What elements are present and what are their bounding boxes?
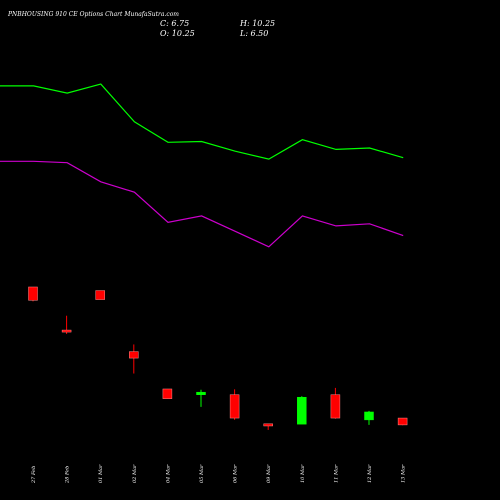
candle bbox=[263, 423, 273, 430]
indicator-lines bbox=[0, 83, 404, 248]
candle bbox=[28, 286, 38, 302]
x-tick-label: 12 Mar bbox=[367, 464, 373, 483]
candle-body bbox=[95, 290, 105, 300]
candle bbox=[162, 388, 173, 399]
candle bbox=[95, 290, 105, 300]
open-label: O: 10.25 bbox=[160, 29, 195, 38]
candle bbox=[397, 417, 408, 426]
candle-body bbox=[364, 411, 374, 421]
candle bbox=[364, 410, 374, 425]
indicator-line-2 bbox=[0, 160, 404, 248]
candle-body bbox=[330, 394, 341, 419]
close-label: C: 6.75 bbox=[160, 19, 189, 28]
candle-body bbox=[263, 423, 273, 427]
low-label: L: 6.50 bbox=[239, 29, 268, 38]
candle-body bbox=[162, 388, 173, 399]
high-label: H: 10.25 bbox=[239, 19, 275, 28]
candle bbox=[129, 344, 139, 374]
chart-title: PNBHOUSING 910 CE Options Chart MunafaSu… bbox=[7, 11, 179, 18]
x-tick-label: 27 Feb bbox=[31, 466, 37, 484]
x-tick-label: 05 Mar bbox=[199, 464, 205, 483]
candle-body bbox=[397, 417, 408, 426]
x-tick-label: 13 Mar bbox=[401, 464, 407, 483]
x-tick-label: 28 Feb bbox=[65, 466, 71, 484]
candle bbox=[61, 315, 72, 335]
x-tick-label: 10 Mar bbox=[300, 464, 306, 483]
candle-body bbox=[61, 329, 72, 333]
x-tick-label: 02 Mar bbox=[132, 464, 138, 483]
x-tick-label: 04 Mar bbox=[165, 464, 171, 483]
candlesticks bbox=[28, 286, 408, 430]
indicator-line-1 bbox=[0, 83, 404, 160]
candle-body bbox=[196, 391, 206, 395]
x-tick-label: 06 Mar bbox=[233, 464, 239, 483]
x-tick-label: 11 Mar bbox=[333, 464, 339, 483]
candle-body bbox=[129, 351, 139, 359]
x-tick-label: 09 Mar bbox=[266, 464, 272, 483]
candle bbox=[330, 387, 341, 419]
x-tick-label: 01 Mar bbox=[98, 464, 104, 483]
x-axis-ticks: 27 Feb 28 Feb 01 Mar 02 Mar 04 Mar 05 Mar 06 M… bbox=[31, 464, 407, 484]
candle-body bbox=[297, 396, 307, 425]
candle bbox=[297, 396, 307, 425]
candle-body bbox=[229, 394, 240, 419]
candle bbox=[229, 389, 240, 420]
candle bbox=[196, 389, 206, 407]
candle-body bbox=[28, 286, 38, 301]
